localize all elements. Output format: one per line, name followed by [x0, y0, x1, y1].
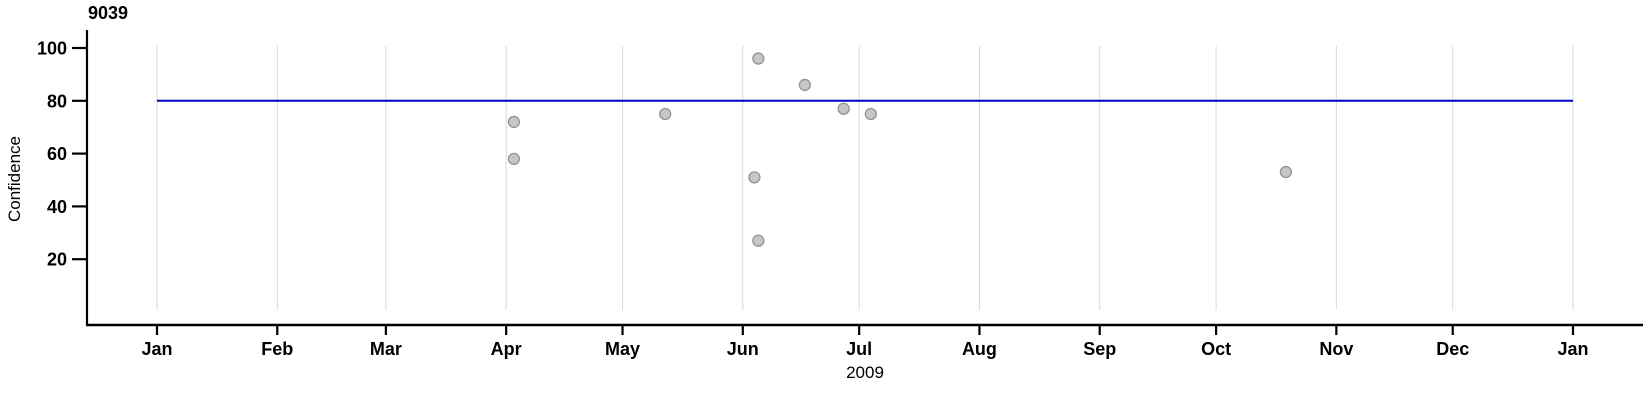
x-tick-label: Oct	[1201, 339, 1231, 359]
data-point	[798, 78, 812, 92]
y-tick-label: 80	[47, 91, 67, 111]
x-tick-label: Feb	[261, 339, 293, 359]
x-tick-label: Sep	[1083, 339, 1116, 359]
data-point	[748, 171, 761, 184]
data-point	[507, 152, 521, 166]
x-tick-label: Jun	[727, 339, 759, 359]
x-tick-label: Jan	[141, 339, 172, 359]
y-tick-label: 20	[47, 250, 67, 270]
chart-title: 9039	[88, 3, 129, 23]
y-tick-label: 60	[47, 144, 67, 164]
data-point	[752, 52, 765, 65]
data-point	[507, 115, 521, 129]
x-tick-label: Aug	[962, 339, 997, 359]
y-tick-label: 40	[47, 197, 67, 217]
x-tick-label: Jan	[1557, 339, 1588, 359]
data-point	[864, 107, 877, 121]
x-tick-label: Jul	[846, 339, 872, 359]
x-tick-label: Dec	[1436, 339, 1469, 359]
x-tick-label: Nov	[1319, 339, 1353, 359]
y-tick-label: 100	[37, 39, 67, 59]
x-tick-label: Apr	[491, 339, 522, 359]
data-point	[837, 102, 850, 115]
x-tick-label: Mar	[370, 339, 402, 359]
x-tick-label: May	[605, 339, 640, 359]
data-point	[1279, 165, 1293, 179]
data-point	[659, 107, 672, 121]
data-point	[752, 234, 765, 247]
x-axis-label: 2009	[846, 363, 884, 382]
